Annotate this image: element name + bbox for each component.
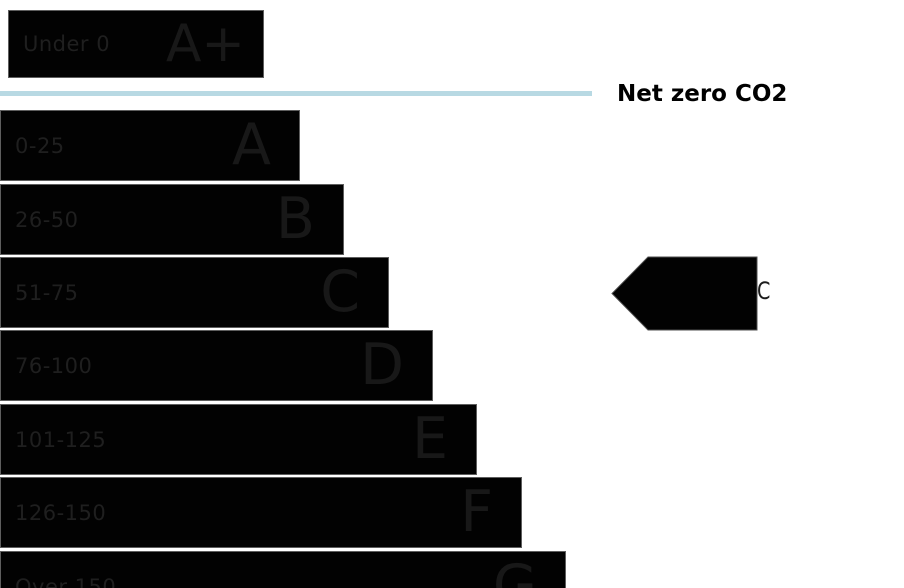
band-range-label: 51-75 (15, 280, 79, 305)
band-g: Over 150 G (0, 551, 566, 588)
band-a-plus: Under 0 A+ (8, 10, 264, 78)
band-a: 0-25 A (0, 110, 300, 181)
net-zero-label: Net zero CO2 (617, 81, 788, 107)
current-rating-arrow (611, 256, 758, 331)
band-letter: D (360, 332, 404, 398)
band-range-label: Under 0 (23, 32, 111, 56)
band-range-label: 26-50 (15, 207, 79, 232)
band-d: 76-100 D (0, 330, 433, 401)
band-range-label: Over 150 (15, 574, 117, 588)
band-range-label: 101-125 (15, 427, 107, 452)
band-range-label: 0-25 (15, 133, 65, 158)
band-e: 101-125 E (0, 404, 477, 475)
band-letter: C (320, 259, 360, 325)
net-zero-line (0, 91, 592, 96)
band-letter: A (232, 112, 271, 178)
band-c: 51-75 C (0, 257, 389, 328)
band-range-label: 76-100 (15, 353, 93, 378)
band-letter: A+ (165, 14, 245, 74)
band-f: 126-150 F (0, 477, 522, 548)
band-letter: G (492, 553, 537, 588)
band-range-label: 126-150 (15, 500, 107, 525)
current-rating-letter: C (757, 277, 771, 305)
band-b: 26-50 B (0, 184, 344, 255)
band-letter: E (411, 406, 448, 472)
band-letter: B (275, 186, 315, 252)
band-letter: F (460, 479, 493, 545)
arrow-shape (611, 256, 758, 331)
